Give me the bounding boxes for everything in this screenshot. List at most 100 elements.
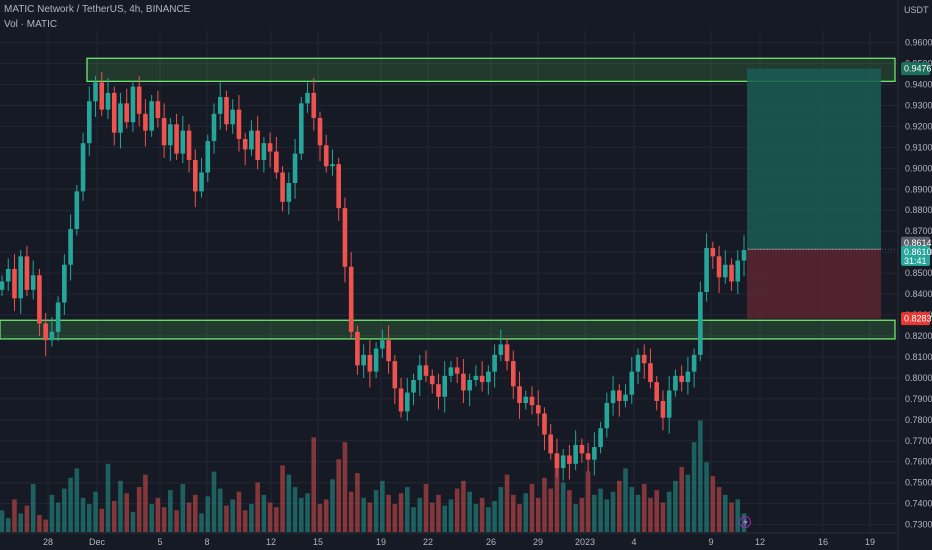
volume-bar <box>149 504 154 532</box>
y-tick-label: 0.8700 <box>905 226 932 236</box>
y-tick-label: 0.9600 <box>905 38 932 48</box>
symbol-title: MATIC Network / TetherUS, 4h, BINANCE <box>4 4 191 15</box>
candle-body <box>735 260 741 282</box>
candle-body <box>573 444 578 464</box>
candle-body <box>473 375 479 381</box>
volume-bar <box>510 494 516 532</box>
volume-bar <box>305 493 310 532</box>
long-position-tool <box>747 68 898 319</box>
candle-body <box>86 101 92 144</box>
volume-bar <box>224 505 229 532</box>
volume-bar <box>648 497 653 532</box>
volume-bar <box>242 510 248 532</box>
price-axis: 0.96000.95000.94000.93000.92000.91000.90… <box>897 0 932 550</box>
target-price-tag-text: 0.9476 <box>904 64 932 74</box>
x-tick-label: 15 <box>313 537 323 547</box>
candle-body <box>355 331 360 366</box>
volume-bar <box>105 463 111 532</box>
candle-body <box>504 344 510 362</box>
volume-bar <box>623 468 628 532</box>
candle-body <box>311 92 317 119</box>
candle-body <box>554 453 560 469</box>
volume-bar <box>660 502 666 532</box>
volume-bar <box>498 487 504 532</box>
candle-body <box>710 247 716 257</box>
candle-body <box>155 101 161 119</box>
volume-bar <box>24 505 30 532</box>
volume-bar <box>136 487 142 532</box>
volume-bar <box>274 507 279 532</box>
volume-bar <box>292 487 298 532</box>
x-tick-label: 9 <box>708 537 713 547</box>
volume-bar <box>55 502 61 532</box>
candle-body <box>124 103 130 123</box>
candle-body <box>111 92 117 133</box>
volume-bar <box>716 487 722 532</box>
volume-bar <box>286 474 292 532</box>
stop-area[interactable] <box>747 249 881 319</box>
candle-body <box>211 113 217 142</box>
volume-bar <box>486 507 491 532</box>
candle-body <box>454 367 460 374</box>
lightning-icon[interactable] <box>739 516 751 528</box>
candle-body <box>641 354 647 364</box>
volume-bar <box>454 488 460 532</box>
candle-body <box>517 386 522 404</box>
volume-bar <box>535 497 541 532</box>
x-tick-label: 2023 <box>575 537 595 547</box>
volume-bar <box>704 462 709 532</box>
volume-bar <box>124 493 130 532</box>
entry-price-tag-text: 0.8614 <box>904 238 932 248</box>
volume-bar <box>342 442 348 532</box>
candle-body <box>498 344 504 355</box>
volume-bar <box>729 502 734 532</box>
volume-bar <box>261 494 267 532</box>
candle-body <box>698 291 703 355</box>
volume-bar <box>542 477 547 532</box>
volume-bars <box>0 420 747 532</box>
volume-bar <box>579 497 585 532</box>
candle-body <box>12 268 17 299</box>
volume-bar <box>12 499 17 532</box>
candle-body <box>323 145 329 167</box>
candle-body <box>361 354 366 366</box>
volume-bar <box>161 507 167 532</box>
y-tick-label: 0.7600 <box>905 457 932 467</box>
volume-bar <box>361 497 366 532</box>
volume-bar <box>629 487 635 532</box>
y-tick-label: 0.7400 <box>905 499 932 509</box>
volume-bar <box>255 482 260 532</box>
volume-bar <box>298 497 304 532</box>
x-tick-label: 29 <box>533 537 543 547</box>
candle-body <box>336 164 342 209</box>
candle-body <box>404 392 410 412</box>
x-tick-label: 16 <box>818 537 828 547</box>
volume-bar <box>411 507 416 532</box>
volume-bar <box>666 491 672 532</box>
candle-body <box>567 455 572 464</box>
profit-area[interactable] <box>747 68 881 250</box>
support-zone[interactable] <box>0 319 896 340</box>
volume-bar <box>442 505 448 532</box>
volume-bar <box>174 510 179 532</box>
candle-body <box>130 86 136 123</box>
y-tick-label: 0.8000 <box>905 373 932 383</box>
volume-bar <box>348 491 354 532</box>
bar-countdown-text: 31:41 <box>904 256 927 266</box>
candle-body <box>548 434 554 454</box>
volume-bar <box>143 474 148 532</box>
candle-body <box>330 164 335 167</box>
volume-bar <box>417 497 423 532</box>
volume-bar <box>548 488 554 532</box>
volume-bar <box>280 465 285 532</box>
volume-bar <box>155 497 161 532</box>
x-tick-label: Dec <box>89 537 106 547</box>
volume-bar <box>635 494 641 532</box>
candle-body <box>0 281 5 290</box>
volume-bar <box>673 480 678 532</box>
candle-body <box>80 143 86 192</box>
resistance-zone[interactable] <box>86 57 896 82</box>
volume-bar <box>604 499 610 532</box>
